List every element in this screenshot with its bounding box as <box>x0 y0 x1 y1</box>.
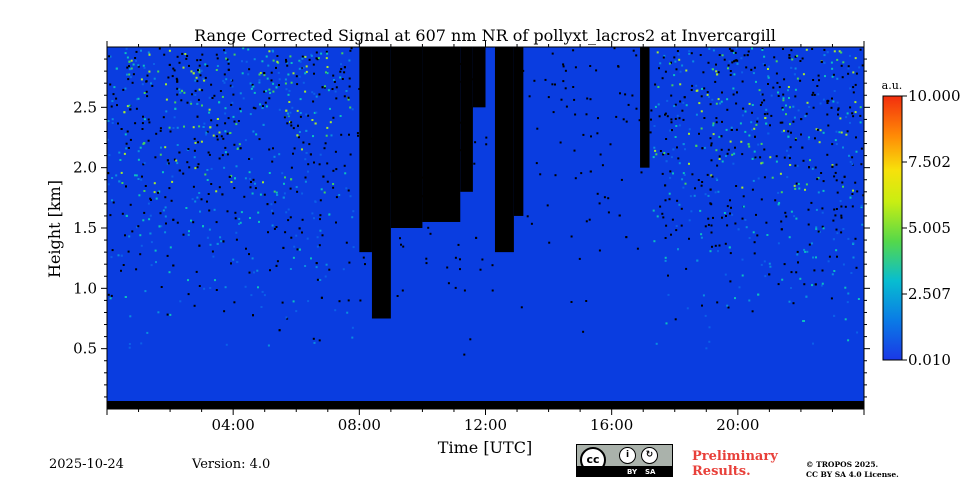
colorbar-unit: a.u. <box>882 79 903 92</box>
low-signal-column <box>494 47 514 253</box>
signal-background <box>107 47 864 409</box>
colorbar <box>882 95 903 361</box>
cc-sa-label: SA <box>645 468 656 476</box>
colorbar-tick-label: 0.010 <box>908 351 951 369</box>
cc-strip <box>577 466 672 476</box>
x-tick-label: 04:00 <box>212 416 255 434</box>
footer-version: Version: 4.0 <box>192 457 271 472</box>
colorbar-tick-label: 7.502 <box>908 153 951 171</box>
x-tick-label: 16:00 <box>590 416 633 434</box>
near-surface-band <box>107 401 864 409</box>
preliminary-line1: Preliminary <box>692 449 778 464</box>
x-axis-label: Time [UTC] <box>438 438 532 457</box>
attribution-icon: i <box>619 447 636 464</box>
plot-area <box>107 47 864 409</box>
noise-layer <box>107 47 864 356</box>
colorbar-tick-label: 5.005 <box>908 219 951 237</box>
y-axis-ticks: 0.5 1.0 1.5 2.0 2.5 <box>73 58 870 398</box>
footer-date: 2025-10-24 <box>49 457 124 472</box>
y-tick-label: 1.5 <box>73 219 97 237</box>
x-tick-label: 12:00 <box>464 416 507 434</box>
colorbar-ticks: 0.010 2.507 5.005 7.502 10.000 <box>902 87 960 369</box>
x-tick-label: 08:00 <box>338 416 381 434</box>
copyright-line2: CC BY SA 4.0 License. <box>806 470 899 479</box>
cc-by-label: BY <box>627 468 638 476</box>
copyright-line1: © TROPOS 2025. <box>806 460 879 469</box>
y-axis-label: Height [km] <box>45 180 64 278</box>
low-signal-column <box>513 47 524 216</box>
share-alike-icon: ↻ <box>641 447 658 464</box>
low-signal-column <box>359 47 372 253</box>
x-tick-label: 20:00 <box>716 416 759 434</box>
low-signal-column <box>390 47 423 228</box>
preliminary-notice: Preliminary Results. <box>692 449 778 479</box>
chart-title: Range Corrected Signal at 607 nm NR of p… <box>194 26 776 45</box>
colorbar-tick-label: 2.507 <box>908 285 951 303</box>
y-tick-label: 2.5 <box>73 98 97 116</box>
y-tick-label: 2.0 <box>73 159 97 177</box>
y-tick-label: 0.5 <box>73 340 97 358</box>
low-signal-column <box>371 47 391 319</box>
colorbar-tick-label: 10.000 <box>908 87 960 105</box>
cc-license-badge[interactable]: cc i ↻ BY SA <box>576 444 673 477</box>
preliminary-line2: Results. <box>692 464 751 479</box>
y-tick-label: 1.0 <box>73 279 97 297</box>
low-signal-column <box>460 47 473 192</box>
low-signal-column <box>422 47 461 222</box>
copyright-notice: © TROPOS 2025. CC BY SA 4.0 License. <box>806 460 899 480</box>
x-axis-ticks: 04:00 08:00 12:00 16:00 20:00 <box>106 41 865 434</box>
low-signal-column <box>640 47 650 168</box>
low-signal-column <box>472 47 486 108</box>
